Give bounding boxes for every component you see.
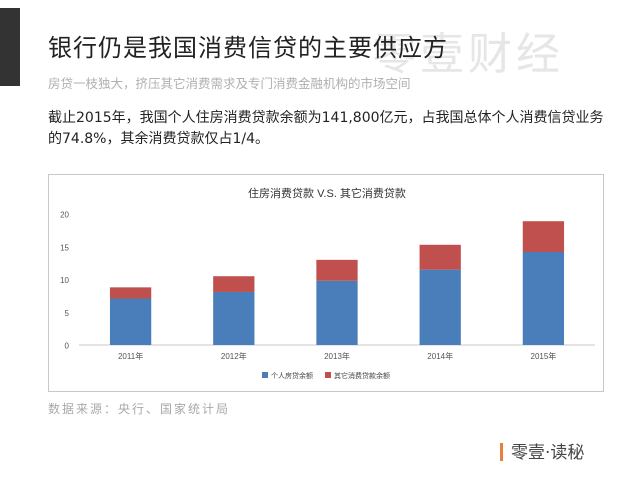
bar-segment-other [213,276,255,292]
x-tick-label: 2014年 [427,351,453,361]
slide-title: 银行仍是我国消费信贷的主要供应方 [48,34,448,62]
title-accent-bar [0,8,20,86]
data-source: 数据来源：央行、国家统计局 [48,402,231,416]
y-tick-label: 20 [60,211,69,220]
legend-swatch [262,372,268,378]
legend-label: 其它消费贷款余额 [334,371,390,380]
bar-segment-housing [109,298,152,345]
bar-segment-other [109,287,152,299]
bar-segment-other [316,259,358,281]
slide-subtitle: 房贷一枝独大，挤压其它消费需求及专门消费金融机构的市场空间 [48,76,411,91]
brand-logo: 零壹·读秘 [500,438,584,463]
y-tick-label: 15 [60,243,69,252]
chart-title: 住房消费贷款 V.S. 其它消费贷款 [248,186,406,200]
stacked-bar-chart: 住房消费贷款 V.S. 其它消费贷款 0 5 10 15 20 2011年 2012年 2013… [60,186,595,380]
bar-segment-housing [316,280,358,345]
watermark: 零壹财经 [372,29,564,80]
x-tick-label: 2011年 [118,351,143,361]
legend-swatch [325,372,331,378]
chart-frame: 住房消费贷款 V.S. 其它消费贷款 0 5 10 15 20 2011年 2012年 2013… [48,174,604,392]
brand-text: 零壹·读秘 [511,443,585,463]
y-tick-label: 10 [60,276,69,285]
x-tick-label: 2012年 [221,351,247,361]
bar-segment-housing [213,291,255,345]
bar-segment-housing [419,269,461,345]
bar-segment-other [419,244,461,270]
brand-mark [500,443,503,461]
x-tick-label: 2015年 [531,351,557,361]
bar-segment-other [522,221,565,252]
legend-label: 个人房贷余额 [271,371,313,380]
y-tick-label: 0 [65,342,70,351]
y-tick-label: 5 [65,309,70,318]
x-tick-label: 2013年 [324,351,350,361]
body-paragraph: 截止2015年，我国个人住房消费贷款余额为141,800亿元，占我国总体个人消费… [48,110,604,147]
bar-segment-housing [522,251,565,345]
